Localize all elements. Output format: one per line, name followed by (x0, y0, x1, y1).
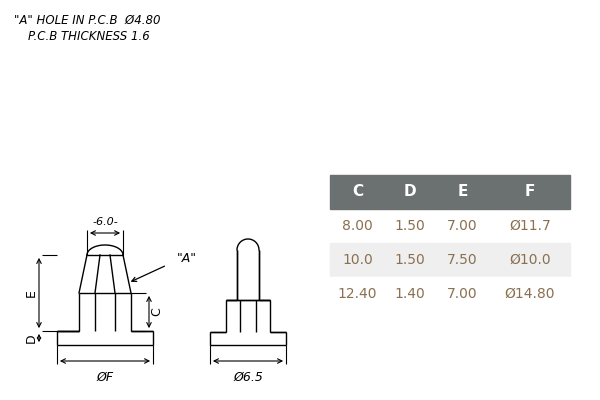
Text: D: D (404, 184, 416, 200)
Text: 1.40: 1.40 (395, 287, 425, 301)
Text: -6.0-: -6.0- (92, 217, 118, 227)
Bar (330, 175, 570, 209)
Text: C: C (352, 184, 363, 200)
Text: Ø6.5: Ø6.5 (233, 371, 263, 384)
Text: C: C (151, 308, 163, 316)
Bar (330, 209, 570, 243)
Text: Ø14.80: Ø14.80 (505, 287, 555, 301)
Bar (330, 277, 570, 311)
Text: 8.00: 8.00 (342, 219, 373, 233)
Text: 10.0: 10.0 (342, 253, 373, 267)
Text: "A": "A" (177, 252, 197, 266)
Text: ØF: ØF (97, 371, 113, 384)
Text: 7.50: 7.50 (447, 253, 478, 267)
Text: 1.50: 1.50 (395, 219, 425, 233)
Text: 7.00: 7.00 (447, 219, 478, 233)
Text: P.C.B THICKNESS 1.6: P.C.B THICKNESS 1.6 (28, 30, 150, 43)
Text: E: E (25, 289, 37, 297)
Text: D: D (25, 333, 37, 343)
Text: Ø11.7: Ø11.7 (509, 219, 551, 233)
Text: Ø10.0: Ø10.0 (509, 253, 551, 267)
Bar (330, 243, 570, 277)
Text: 1.50: 1.50 (395, 253, 425, 267)
Text: "A" HOLE IN P.C.B  Ø4.80: "A" HOLE IN P.C.B Ø4.80 (14, 14, 161, 27)
Text: E: E (457, 184, 467, 200)
Text: 7.00: 7.00 (447, 287, 478, 301)
Text: 12.40: 12.40 (338, 287, 377, 301)
Text: F: F (525, 184, 535, 200)
